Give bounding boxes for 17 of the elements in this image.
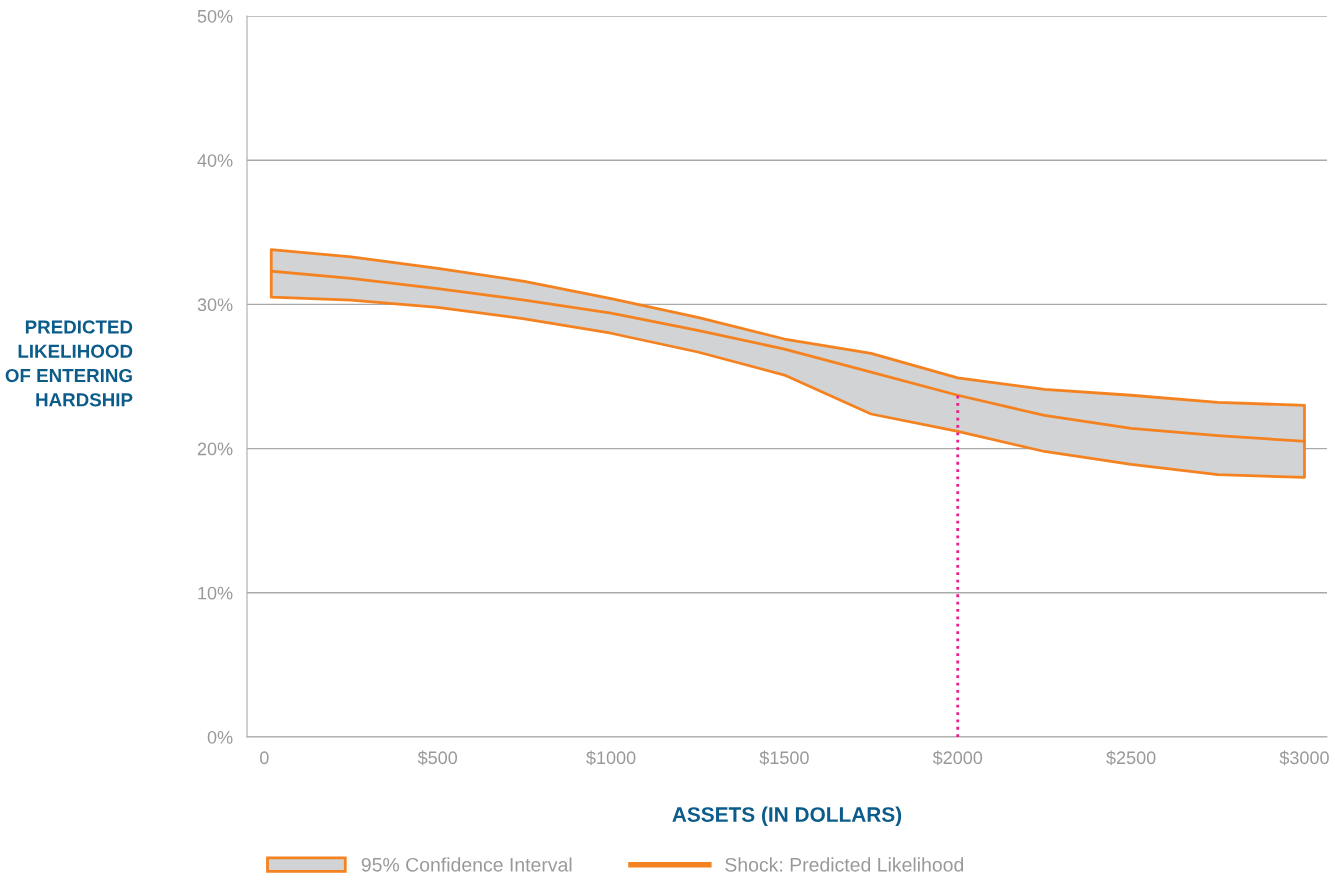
x-tick-label: $2000: [932, 750, 983, 766]
legend-label: Shock: Predicted Likelihood: [725, 857, 964, 872]
x-axis-title: ASSETS (IN DOLLARS): [672, 806, 902, 827]
text: 95% Confidence Interval: [361, 857, 572, 872]
y-axis-title: PREDICTED LIKELIHOOD OF ENTERING HARDSHIP: [5, 320, 133, 407]
y-tick-label: 10%: [198, 586, 233, 600]
y-tick-label: 40%: [197, 154, 233, 167]
x-tick-label: $3000: [1279, 750, 1329, 766]
y-tick-label: 0%: [207, 730, 233, 744]
y-tick-label: 20%: [197, 442, 233, 456]
x-tick-label: 0: [260, 751, 269, 765]
x-tick-label: $500: [417, 750, 458, 766]
y-tick-label: 30%: [197, 298, 233, 312]
x-tick-label: $2500: [1106, 750, 1156, 766]
x-tick-label: $1500: [759, 750, 809, 766]
y-tick-label: 50%: [197, 9, 233, 23]
x-tick-label: $1000: [586, 750, 636, 766]
